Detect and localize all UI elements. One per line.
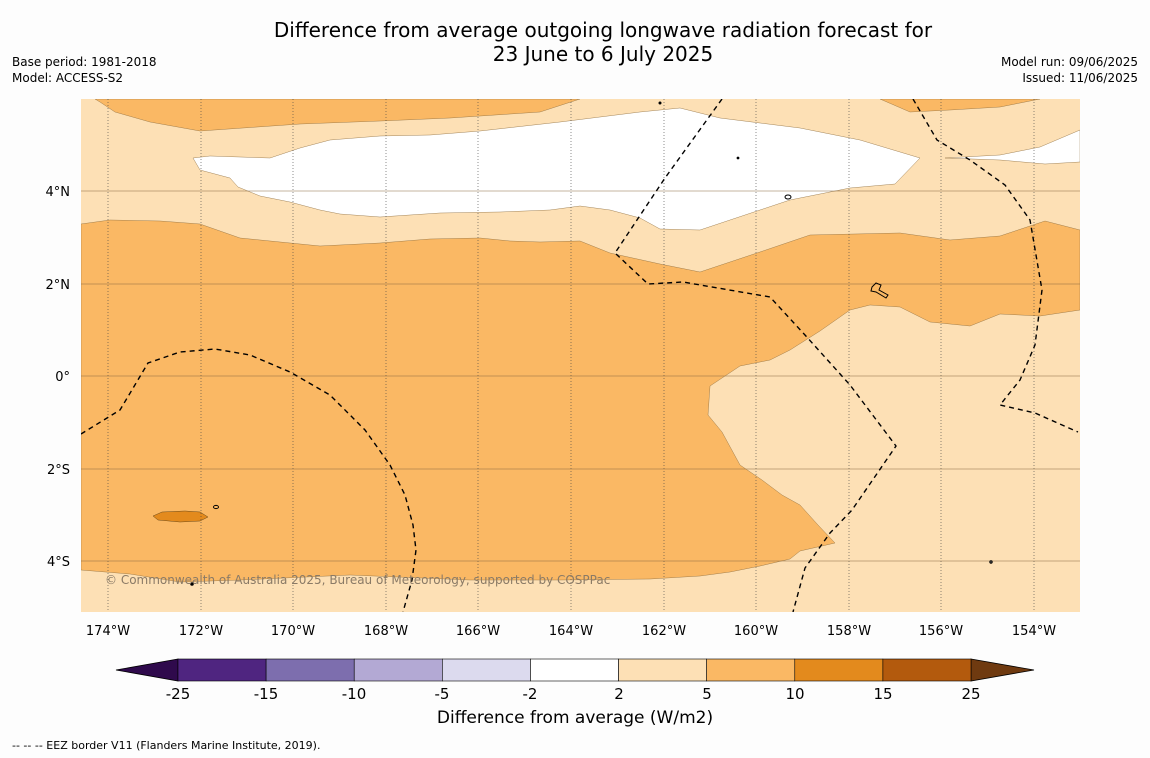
- base-period: Base period: 1981-2018: [12, 55, 157, 69]
- anomaly-band-10-15-patch: [152, 510, 209, 523]
- colorbar-under-triangle: [115, 658, 179, 682]
- lon-label: 162°W: [642, 624, 686, 639]
- lon-label: 170°W: [271, 624, 315, 639]
- island-marker: [213, 504, 219, 510]
- colorbar-tick: 25: [961, 685, 980, 703]
- colorbar-segment: [353, 658, 443, 682]
- lon-label: 172°W: [179, 624, 223, 639]
- lon-label: 174°W: [86, 624, 130, 639]
- graticule: [81, 99, 1080, 612]
- eez-footnote: -- -- -- EEZ border V11 (Flanders Marine…: [12, 739, 321, 752]
- anomaly-band-5-10-main: [81, 219, 1080, 583]
- colorbar-tick: -15: [254, 685, 279, 703]
- colorbar-segment: [265, 658, 355, 682]
- island-marker: [190, 582, 194, 586]
- model-name: Model: ACCESS-S2: [12, 71, 124, 85]
- island-marker: [989, 560, 993, 564]
- eez-border-line-islands-east: [912, 99, 1079, 433]
- chart-title: Difference from average outgoing longwav…: [0, 18, 1150, 66]
- eez-border-line-islands-north: [614, 99, 897, 612]
- anomaly-band-neutral-east: [944, 129, 1080, 165]
- anomaly-band-5-10-north: [94, 99, 581, 132]
- eez-border-kiribati-west: [81, 348, 417, 612]
- anomaly-band-5-10-northeast: [879, 99, 1041, 113]
- colorbar-title: Difference from average (W/m2): [436, 708, 714, 728]
- title-line-1: Difference from average outgoing longwav…: [273, 18, 933, 42]
- meta-left: Base period: 1981-2018 Model: ACCESS-S2: [12, 54, 157, 86]
- lat-label: 0°: [55, 370, 70, 385]
- island-kiritimati: [870, 282, 889, 299]
- lat-label: 2°S: [47, 463, 70, 478]
- copyright-text: © Commonwealth of Australia 2025, Bureau…: [105, 573, 610, 587]
- colorbar: -25 -15 -10 -5 -2 2 5 10 15 25: [115, 658, 1035, 703]
- lon-label: 166°W: [456, 624, 500, 639]
- colorbar-segment: [618, 658, 707, 682]
- colorbar-segment: [794, 658, 884, 682]
- lon-axis-labels: 174°W 172°W 170°W 168°W 166°W 164°W 162°…: [86, 624, 1056, 639]
- colorbar-tick: 15: [873, 685, 892, 703]
- colorbar-tick: -25: [166, 685, 191, 703]
- colorbar-segments: [177, 658, 972, 682]
- island-marker: [784, 194, 792, 200]
- map-panel: © Commonwealth of Australia 2025, Bureau…: [81, 99, 1080, 612]
- lon-label: 168°W: [364, 624, 408, 639]
- lon-label: 154°W: [1012, 624, 1056, 639]
- island-marker: [736, 156, 740, 160]
- island-marker: [658, 101, 662, 105]
- model-run: Model run: 09/06/2025: [1000, 55, 1138, 69]
- colorbar-ticks: -25 -15 -10 -5 -2 2 5 10 15 25: [166, 685, 981, 703]
- colorbar-tick: 2: [614, 685, 624, 703]
- meta-right: Model run: 09/06/2025 Issued: 11/06/2025: [1001, 54, 1138, 86]
- lon-label: 160°W: [734, 624, 778, 639]
- issued-date: Issued: 11/06/2025: [1022, 71, 1138, 85]
- colorbar-tick: 5: [702, 685, 712, 703]
- colorbar-segment: [706, 658, 796, 682]
- lat-axis-labels: 4°N 2°N 0° 2°S 4°S: [46, 185, 71, 570]
- colorbar-segment: [882, 658, 972, 682]
- colorbar-segment: [177, 658, 267, 682]
- colorbar-segment: [530, 658, 619, 682]
- lon-label: 156°W: [919, 624, 963, 639]
- colorbar-tick: -2: [523, 685, 538, 703]
- colorbar-tick: 10: [785, 685, 804, 703]
- colorbar-over-triangle: [970, 658, 1035, 682]
- lon-label: 164°W: [549, 624, 593, 639]
- lat-label: 4°S: [47, 555, 70, 570]
- islands: [190, 101, 993, 586]
- eez-borders: [81, 99, 1079, 612]
- colorbar-tick: -5: [435, 685, 450, 703]
- anomaly-band-neutral: [192, 107, 921, 231]
- lat-label: 2°N: [46, 278, 71, 293]
- colorbar-segment: [442, 658, 531, 682]
- lon-label: 158°W: [827, 624, 871, 639]
- lat-label: 4°N: [46, 185, 71, 200]
- title-line-2: 23 June to 6 July 2025: [492, 42, 714, 66]
- colorbar-tick: -10: [342, 685, 367, 703]
